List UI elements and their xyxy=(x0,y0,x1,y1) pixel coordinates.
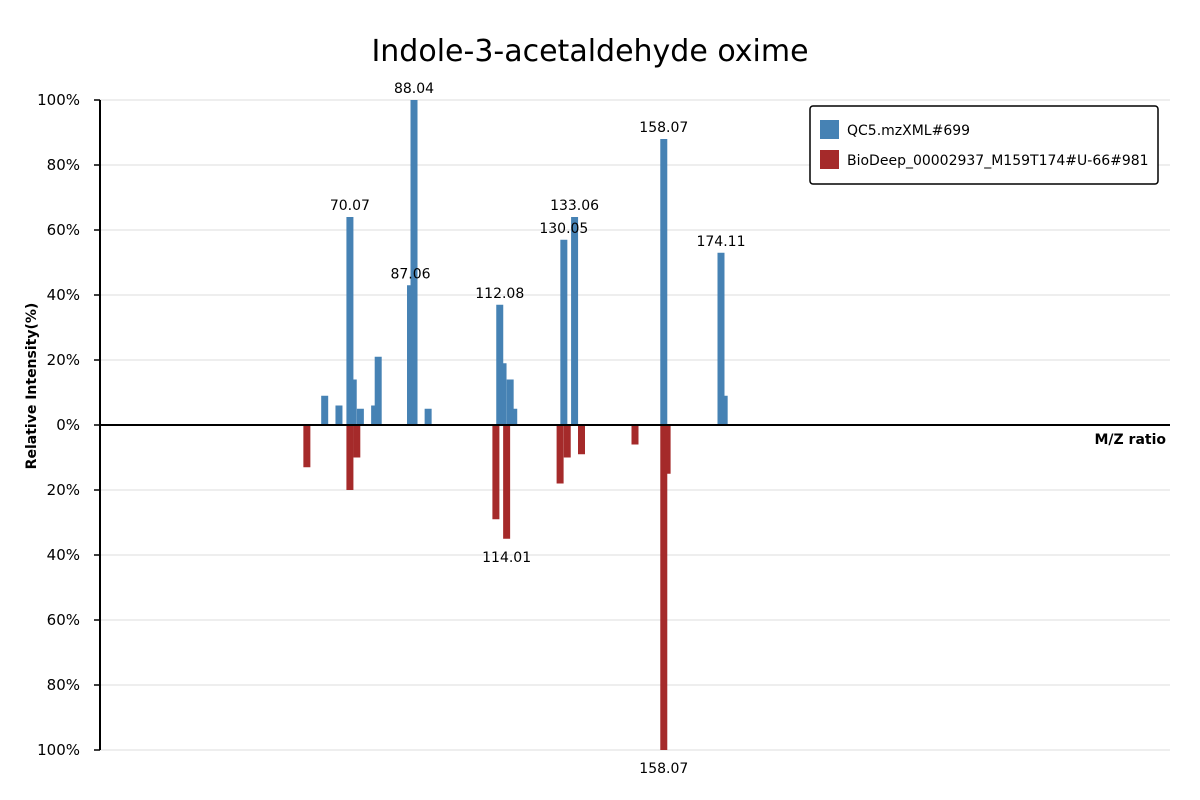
y-tick-label: 60% xyxy=(47,221,80,239)
y-axis-label: Relative Intensity(%) xyxy=(24,303,40,470)
reference-peak-label: 158.07 xyxy=(639,761,688,777)
query-peak-bar xyxy=(560,239,568,425)
x-axis-label: M/Z ratio xyxy=(1094,432,1166,448)
y-tick-label: 100% xyxy=(37,741,80,759)
query-peak-label: 87.06 xyxy=(390,266,430,282)
query-peak-bar xyxy=(571,217,579,425)
axes-group xyxy=(94,99,1170,751)
query-peak-label: 174.11 xyxy=(696,234,745,250)
reference-peak-bar xyxy=(631,425,639,445)
reference-peak-bar xyxy=(303,425,311,468)
query-peak-label: 133.06 xyxy=(550,198,599,214)
legend-swatch-qc5 xyxy=(820,120,839,139)
legend-label-biodeep: BioDeep_00002937_M159T174#U-66#981 xyxy=(847,153,1149,169)
query-peak-label: 70.07 xyxy=(330,198,370,214)
y-tick-label: 40% xyxy=(47,546,80,564)
grid-lines xyxy=(100,99,1170,751)
reference-peak-bar xyxy=(578,425,585,455)
query-peak-bar xyxy=(335,405,343,425)
y-tick-label: 100% xyxy=(37,91,80,109)
reference-peak-label: 114.01 xyxy=(482,550,531,566)
y-tick-label: 20% xyxy=(47,351,80,369)
reference-peak-bar xyxy=(492,425,500,520)
query-peak-bar xyxy=(506,379,514,425)
y-tick-label: 60% xyxy=(47,611,80,629)
reference-peak-bar xyxy=(663,425,671,474)
bars-group xyxy=(303,100,728,750)
query-peak-label: 112.08 xyxy=(475,286,524,302)
legend-label-qc5: QC5.mzXML#699 xyxy=(847,123,970,139)
query-peak-bar xyxy=(346,217,354,425)
query-peak-label: 158.07 xyxy=(639,120,688,136)
query-peak-bar xyxy=(356,408,364,425)
y-tick-label: 80% xyxy=(47,156,80,174)
query-peak-bar xyxy=(717,252,725,425)
y-tick-label: 20% xyxy=(47,481,80,499)
query-peak-bar xyxy=(371,405,379,425)
query-peak-bar xyxy=(321,395,329,425)
y-tick-label: 40% xyxy=(47,286,80,304)
reference-peak-bar xyxy=(563,425,571,458)
query-peak-bar xyxy=(424,408,432,425)
query-peak-bar xyxy=(720,395,728,425)
chart-title: Indole-3-acetaldehyde oxime xyxy=(371,34,808,69)
reference-peak-bar xyxy=(346,425,354,490)
query-peak-bar xyxy=(499,363,507,425)
y-tick-labels: 100% 80% 60% 40% 20% 0% 20% 40% 60% 80% 100% xyxy=(37,91,80,759)
query-peak-bar xyxy=(374,356,382,425)
legend-swatch-biodeep xyxy=(820,150,839,169)
reference-peak-bar xyxy=(660,425,668,750)
y-tick-label: 80% xyxy=(47,676,80,694)
y-tick-label: 0% xyxy=(56,416,80,434)
query-peak-bar xyxy=(349,379,357,425)
query-peak-bar xyxy=(660,139,668,425)
legend-box xyxy=(809,105,1159,185)
query-peak-bar xyxy=(510,408,518,425)
query-peak-label: 88.04 xyxy=(394,81,434,97)
query-peak-bar xyxy=(410,100,418,425)
reference-peak-bar xyxy=(353,425,361,458)
reference-peak-bar xyxy=(503,425,511,539)
query-peak-label: 130.05 xyxy=(539,221,588,237)
reference-peak-bar xyxy=(556,425,564,484)
legend: QC5.mzXML#699 BioDeep_00002937_M159T174#… xyxy=(809,105,1159,185)
peak-labels-group: 70.07 87.06 88.04 112.08 130.05 133.06 158.07 1… xyxy=(330,81,746,777)
